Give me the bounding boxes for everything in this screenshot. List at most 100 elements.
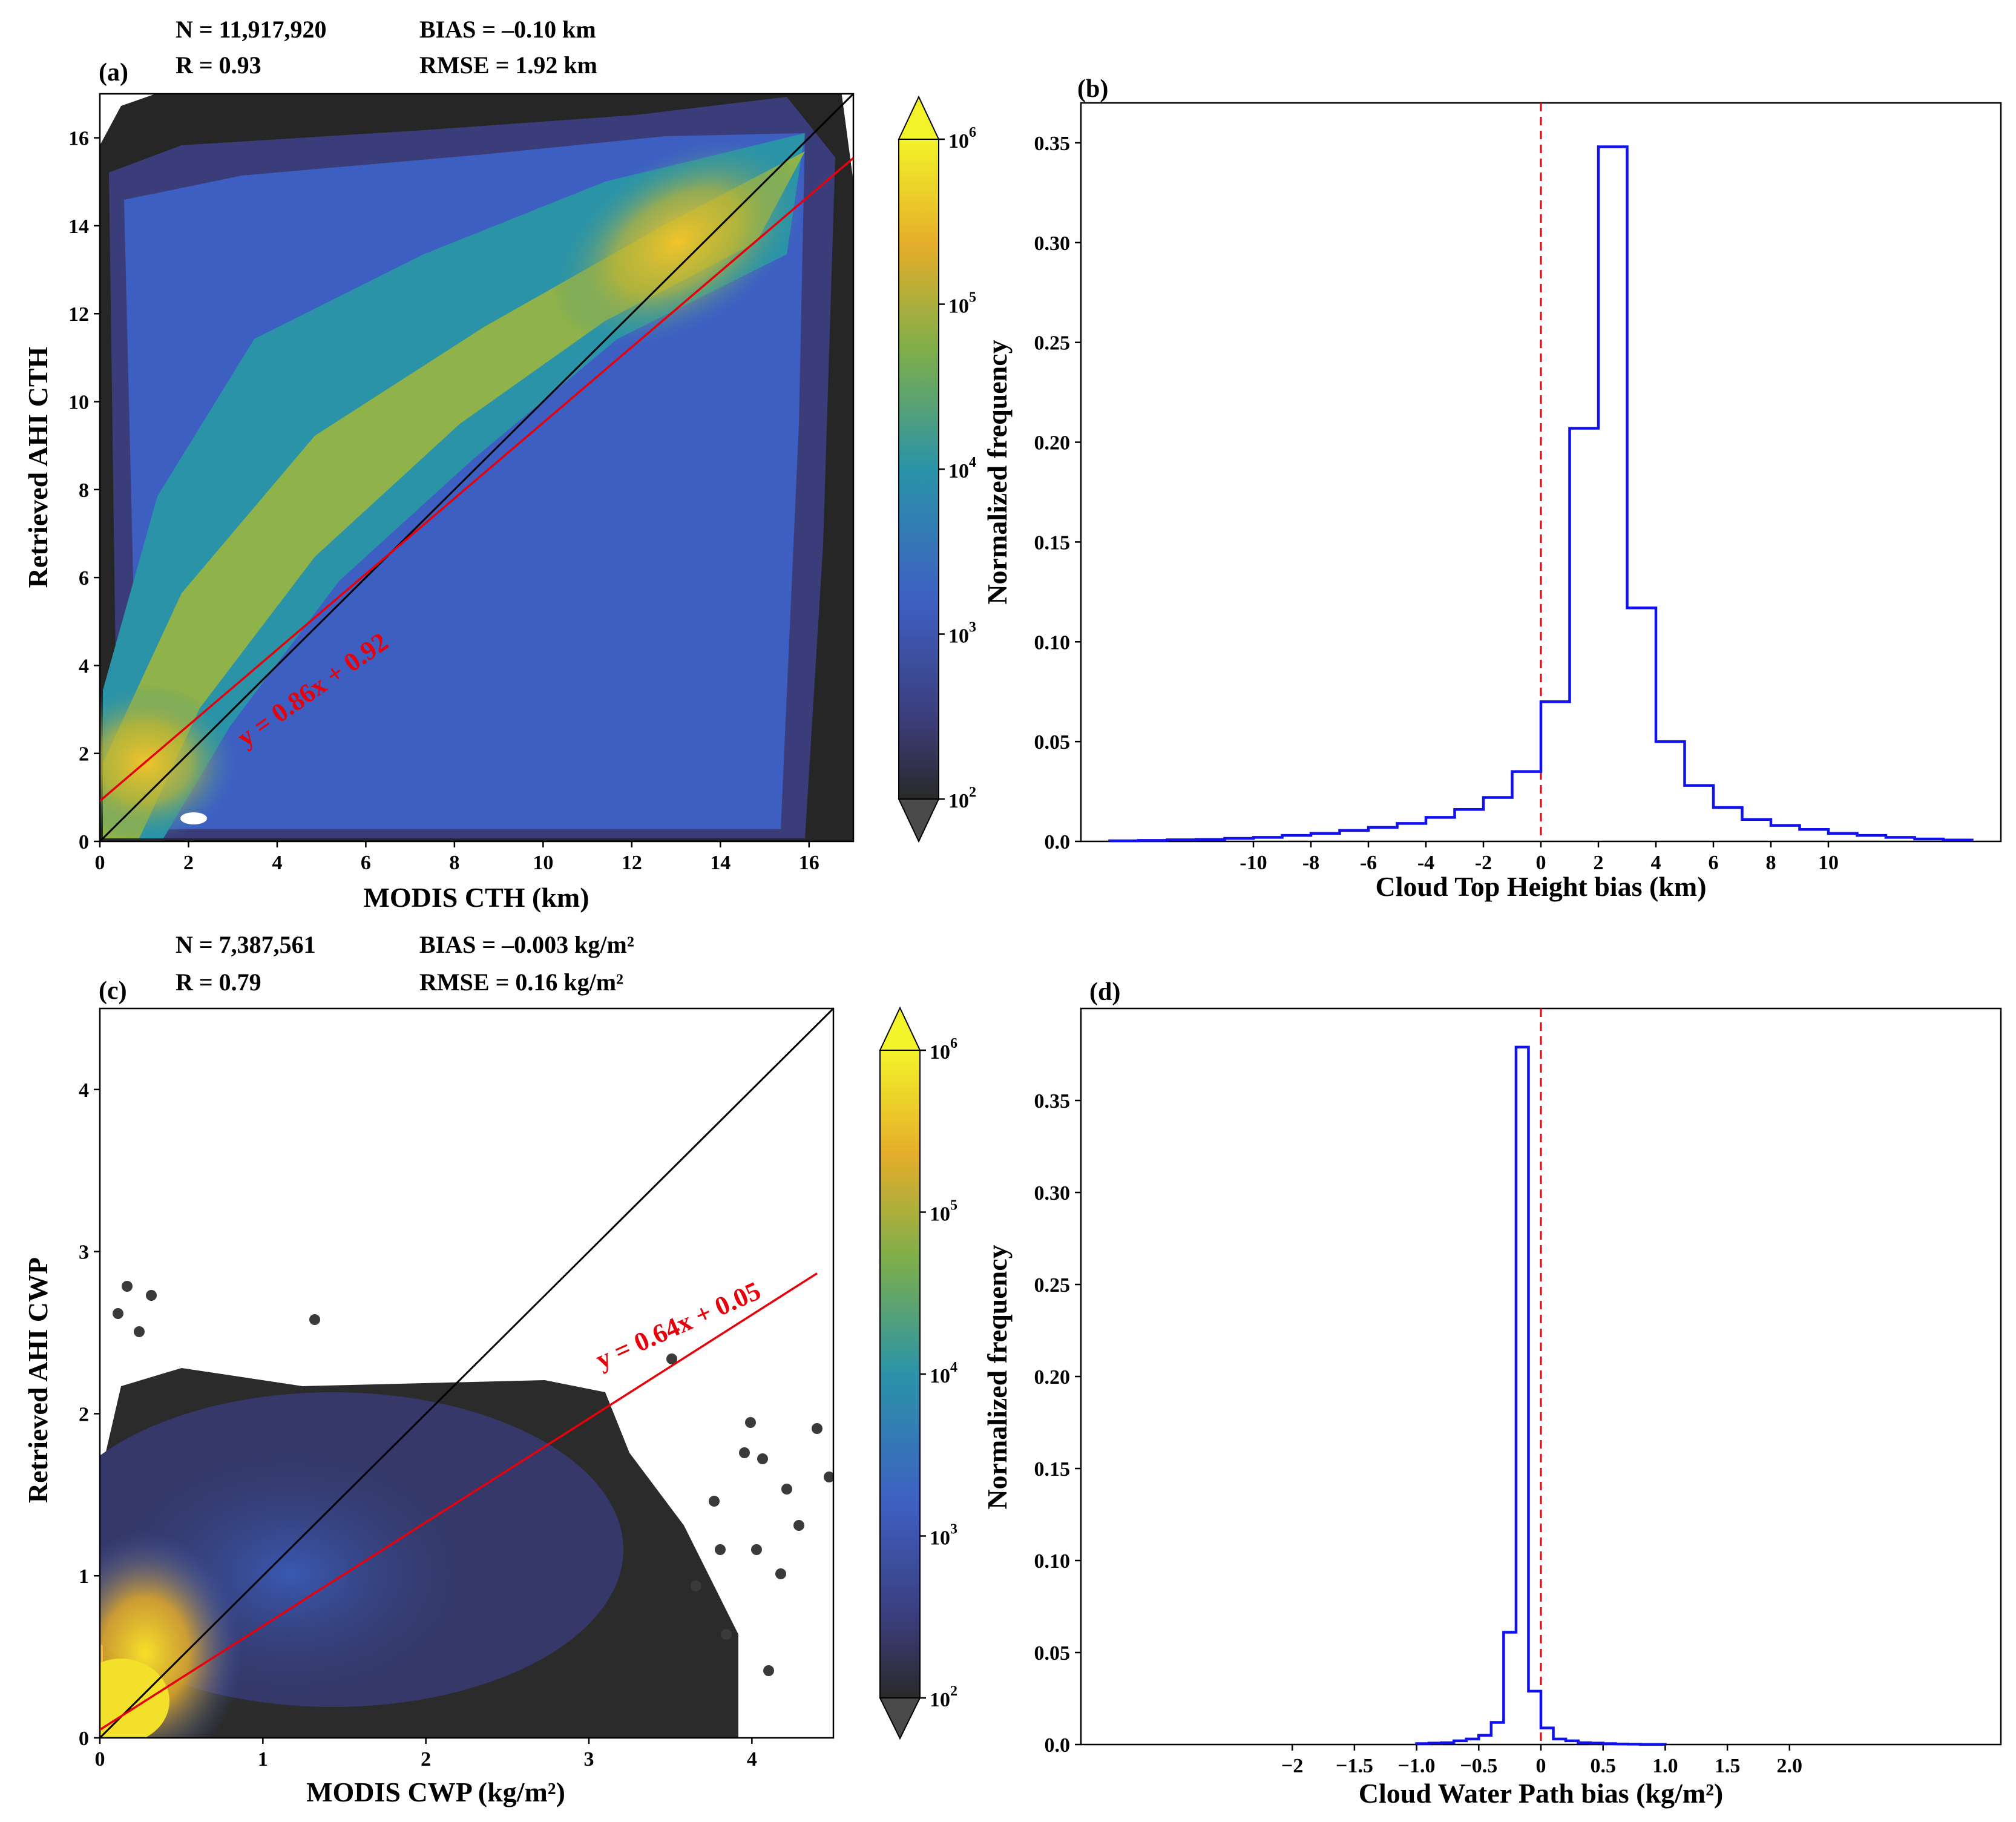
y-tick-label: 0.35	[1034, 133, 1071, 155]
axis-ticks-d: −2 −1.5 −1.0 −0.5 0 0.5 1.0 1.5 2.0 0.0 0.05 0.10 0.…	[1034, 1090, 1803, 1777]
y-tick-label: 0.05	[1034, 1642, 1071, 1665]
stat-r-a: R = 0.93	[176, 51, 261, 79]
panel-label-d: (d)	[1089, 978, 1120, 1006]
stat-bias-a: BIAS = –0.10 km	[419, 16, 596, 43]
y-axis-label-b: Normalized frequency	[982, 340, 1013, 604]
y-tick-label: 0.35	[1034, 1090, 1071, 1113]
colorbar-c: 102 103 104 105 106	[879, 1006, 957, 1740]
y-tick-label: 0.0	[1045, 831, 1071, 853]
fit-lines-a	[100, 94, 853, 841]
panel-label-a: (a)	[99, 59, 128, 87]
y-tick-label: 0.25	[1034, 332, 1071, 355]
stat-rmse-a: RMSE = 1.92 km	[419, 51, 597, 79]
stat-n-a: N = 11,917,920	[176, 16, 326, 43]
x-tick-label: 3	[584, 1748, 594, 1771]
fit-lines-c	[100, 1008, 833, 1738]
x-tick-label: 16	[799, 852, 819, 874]
x-tick-label: 0.5	[1590, 1755, 1616, 1777]
y-tick-label: 4	[79, 655, 89, 677]
x-tick-label: 2.0	[1777, 1755, 1803, 1777]
x-tick-label: 4	[272, 852, 282, 874]
histogram-line-b	[1108, 145, 1974, 843]
panel-label-b: (b)	[1077, 75, 1108, 103]
x-tick-label: 14	[710, 852, 731, 874]
x-tick-label: 1.5	[1715, 1755, 1741, 1777]
stat-n-c: N = 7,387,561	[176, 931, 316, 958]
y-tick-label: 0	[79, 1728, 89, 1750]
y-tick-label: 0.30	[1034, 1182, 1071, 1205]
y-tick-label: 0.10	[1034, 1550, 1071, 1573]
y-tick-label: 0	[79, 831, 89, 853]
y-tick-label: 0.15	[1034, 1458, 1071, 1481]
x-tick-label: -4	[1417, 852, 1434, 874]
y-tick-label: 0.20	[1034, 1366, 1071, 1389]
axis-ticks-a: 0 2 4 6 8 10 12 14 16 0 2 4 6 8 10 12 14 16	[68, 128, 819, 874]
y-tick-label: 12	[68, 303, 89, 326]
density-field-a	[100, 94, 853, 841]
colorbar-tick-label: 104	[948, 455, 976, 482]
x-tick-label: 8	[1766, 852, 1776, 874]
regression-line-a	[100, 157, 853, 802]
x-tick-label: 6	[1709, 852, 1719, 874]
x-tick-label: 8	[449, 852, 459, 874]
x-tick-label: -6	[1360, 852, 1377, 874]
x-tick-label: 12	[622, 852, 642, 874]
y-tick-label: 10	[68, 392, 89, 414]
colorbar-tick-label: 105	[930, 1198, 957, 1226]
y-tick-label: 0.0	[1045, 1734, 1071, 1757]
x-tick-label: 0	[1536, 1755, 1546, 1777]
y-tick-label: 1	[79, 1565, 89, 1588]
panel-a: N = 11,917,920 BIAS = –0.10 km R = 0.93 …	[22, 16, 976, 913]
x-tick-label: 2	[1594, 852, 1604, 874]
y-tick-label: 6	[79, 567, 89, 590]
regression-line-c	[100, 1272, 818, 1731]
panel-b: (b) -10 -8 -6 -4 -2 0 2 4 6 8 10 0.0 0.05 0.10 0.15 0.2…	[982, 75, 2002, 902]
x-tick-label: -10	[1239, 852, 1267, 874]
colorbar-tick-label: 106	[948, 125, 976, 153]
x-tick-label: 2	[421, 1748, 431, 1771]
identity-line-c	[100, 1008, 833, 1738]
x-axis-label-d: Cloud Water Path bias (kg/m²)	[1359, 1778, 1724, 1809]
y-tick-label: 0.05	[1034, 731, 1071, 754]
colorbar-tick-label: 104	[930, 1360, 957, 1387]
y-tick-label: 16	[68, 128, 89, 150]
x-axis-label-b: Cloud Top Height bias (km)	[1375, 871, 1706, 902]
x-axis-label-c: MODIS CWP (kg/m²)	[306, 1777, 565, 1807]
x-tick-label: 1.0	[1652, 1755, 1678, 1777]
stat-bias-c: BIAS = –0.003 kg/m²	[419, 931, 634, 958]
y-axis-label-d: Normalized frequency	[982, 1245, 1013, 1509]
identity-line-a	[100, 94, 853, 841]
colorbar-tick-label: 102	[930, 1683, 957, 1711]
axis-ticks-b: -10 -8 -6 -4 -2 0 2 4 6 8 10 0.0 0.05 0.10 0.15 0.20 0.2…	[1034, 133, 1839, 874]
y-tick-label: 0.10	[1034, 631, 1071, 654]
colorbar-tick-label: 102	[948, 784, 976, 812]
x-tick-label: -2	[1475, 852, 1492, 874]
x-tick-label: 1	[258, 1748, 268, 1771]
y-tick-label: 8	[79, 479, 89, 502]
panel-c: N = 7,387,561 BIAS = –0.003 kg/m² R = 0.…	[22, 931, 957, 1807]
panel-d: (d) −2 −1.5 −1.0 −0.5 0 0.5 1.0 1.5 2.0 0.0 0.05 0.…	[982, 978, 2002, 1809]
y-tick-label: 0.15	[1034, 531, 1071, 554]
x-tick-label: 0	[95, 1748, 105, 1771]
x-tick-label: −2	[1281, 1755, 1303, 1777]
x-tick-label: 6	[361, 852, 371, 874]
x-axis-label-a: MODIS CTH (km)	[363, 882, 589, 913]
x-tick-label: −1.0	[1398, 1755, 1436, 1777]
x-tick-label: 4	[747, 1748, 757, 1771]
colorbar-tick-label: 103	[930, 1522, 957, 1550]
y-tick-label: 14	[68, 215, 89, 238]
axis-ticks-c: 0 1 2 3 4 0 1 2 3 4	[79, 1079, 757, 1771]
x-tick-label: 0	[95, 852, 105, 874]
colorbar-tick-label: 105	[948, 290, 976, 318]
stat-r-c: R = 0.79	[176, 969, 261, 996]
stat-rmse-c: RMSE = 0.16 kg/m²	[419, 969, 623, 996]
x-tick-label: 2	[183, 852, 194, 874]
x-tick-label: 0	[1536, 852, 1546, 874]
x-tick-label: -8	[1302, 852, 1319, 874]
panel-label-c: (c)	[99, 977, 127, 1005]
y-axis-label-c: Retrieved AHI CWP	[22, 1257, 53, 1503]
colorbar-tick-label: 103	[948, 620, 976, 648]
y-tick-label: 0.30	[1034, 232, 1071, 255]
x-tick-label: 10	[533, 852, 553, 874]
